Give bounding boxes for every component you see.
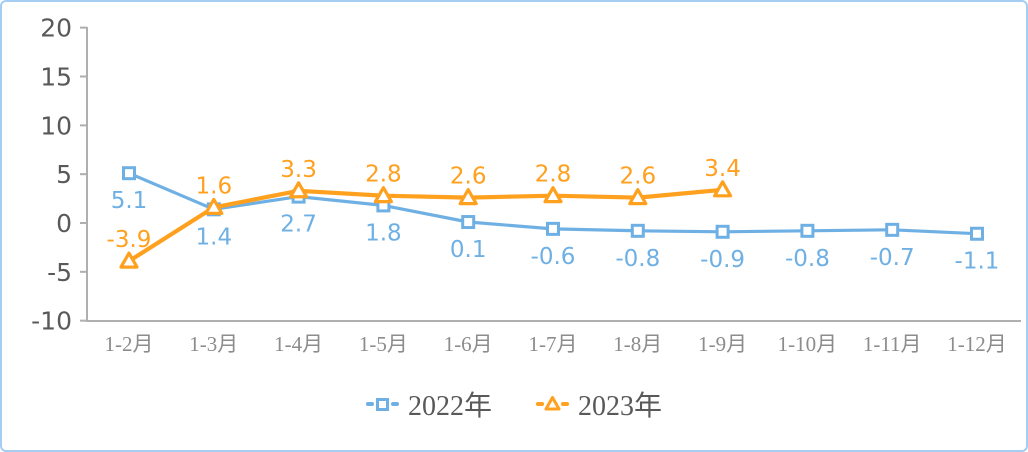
y-tick-label: 20 (40, 14, 72, 43)
data-point-marker (204, 197, 224, 215)
data-point-marker (715, 224, 730, 239)
data-point-marker (713, 180, 733, 198)
data-point-label: 1.8 (365, 220, 402, 246)
x-tick-label: 1-9月 (698, 332, 747, 356)
data-point-marker (122, 166, 136, 181)
y-tick-label: 0 (56, 209, 72, 238)
x-tick-label: 1-7月 (529, 332, 578, 356)
triangle-marker-icon (536, 396, 569, 411)
data-point-marker (970, 226, 984, 241)
data-point-label: 2.8 (535, 162, 572, 188)
y-tick-label: -10 (31, 307, 72, 336)
data-point-marker (119, 251, 139, 269)
series-line (126, 187, 725, 264)
data-point-marker (630, 223, 645, 238)
y-tick-label: 5 (56, 160, 72, 189)
x-tick-label: 1-6月 (444, 332, 493, 356)
data-point-label: 2.6 (620, 164, 657, 190)
line-chart: 20 15 10 5 0 -5 -10 1-2月 1-3月 1-4月 1-5月 1-6月 1-7月 1-8… (31, 14, 1021, 356)
data-point-marker (885, 222, 900, 237)
legend-triangle (544, 396, 561, 411)
data-point-label: 1.6 (196, 173, 233, 199)
square-marker-icon (365, 398, 399, 411)
data-point-label: 0.1 (450, 237, 487, 263)
x-tick-label: 1-4月 (274, 332, 323, 356)
data-point-label: 3.3 (280, 157, 317, 183)
legend-square (375, 398, 389, 411)
legend-label: 2023年 (578, 391, 663, 422)
data-point-label: -0.6 (531, 244, 576, 270)
legend-item-2022[interactable]: 2022年 (365, 384, 492, 424)
y-tick-label: -5 (47, 258, 72, 287)
y-tick-label: 10 (40, 111, 72, 140)
data-point-label: -0.9 (700, 247, 745, 273)
data-point-marker (289, 181, 309, 199)
data-point-label: 2.8 (365, 162, 402, 188)
data-point-label: 2.6 (450, 164, 487, 190)
data-point-label: 1.4 (196, 224, 233, 250)
x-tick-label: 1-5月 (359, 332, 408, 356)
data-point-label: 2.7 (280, 212, 317, 238)
x-tick-label: 1-10月 (778, 332, 838, 356)
legend-item-2023[interactable]: 2023年 (536, 384, 662, 424)
data-point-marker (461, 215, 476, 230)
data-point-marker (373, 186, 393, 204)
data-point-label: -3.9 (107, 227, 152, 253)
chart-legend: 2022年 2023年 (2, 384, 1026, 424)
legend-label: 2022年 (407, 391, 492, 422)
x-tick-label: 1-8月 (613, 332, 662, 356)
data-point-label: -0.8 (785, 246, 830, 272)
data-point-marker (543, 186, 563, 204)
x-tick-label: 1-12月 (947, 332, 1007, 356)
data-point-label: 3.4 (704, 156, 741, 182)
x-tick-label: 1-11月 (863, 332, 922, 356)
data-point-marker (800, 223, 815, 238)
data-point-label: -0.7 (870, 245, 915, 271)
data-point-label: -1.1 (955, 249, 1000, 275)
data-point-marker (628, 188, 648, 206)
x-tick-label: 1-2月 (105, 332, 154, 356)
data-point-marker (458, 188, 478, 206)
data-point-label: -0.8 (615, 246, 660, 272)
x-tick-label: 1-3月 (189, 332, 238, 356)
data-point-marker (546, 221, 560, 236)
y-tick-label: 15 (40, 63, 72, 92)
data-point-label: 5.1 (111, 188, 148, 214)
series-2023: -3.9 1.6 3.3 2.8 2.6 2.8 2.6 3.4 (107, 156, 741, 269)
